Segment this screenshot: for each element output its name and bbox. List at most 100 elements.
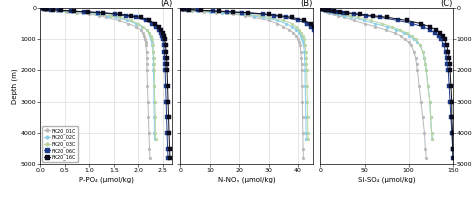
- FK20_03C: [97, 13, 103, 15]
- Line: FK20_02C: FK20_02C: [320, 7, 434, 140]
- FK20_16C: [327, 9, 332, 12]
- FK20_02C: [361, 19, 366, 22]
- FK20_16C: [163, 51, 169, 53]
- FK20_01C: [301, 157, 306, 159]
- FK20_16C: [216, 10, 221, 12]
- FK20_06C: [162, 57, 167, 59]
- FK20_06C: [322, 8, 328, 11]
- FK20_02C: [348, 16, 354, 19]
- FK20_16C: [447, 57, 452, 59]
- FK20_03C: [117, 16, 122, 19]
- FK20_02C: [422, 57, 428, 59]
- FK20_02C: [303, 132, 309, 134]
- FK20_03C: [128, 19, 134, 22]
- FK20_16C: [447, 69, 453, 72]
- FK20_01C: [74, 12, 80, 14]
- FK20_03C: [428, 132, 434, 134]
- FK20_16C: [164, 63, 170, 65]
- FK20_06C: [40, 7, 46, 9]
- FK20_06C: [123, 15, 129, 17]
- FK20_16C: [315, 32, 320, 34]
- FK20_01C: [409, 44, 414, 47]
- FK20_01C: [40, 7, 46, 10]
- FK20_02C: [323, 10, 328, 12]
- FK20_03C: [151, 63, 157, 65]
- FK20_03C: [280, 19, 286, 22]
- Legend: FK20_01C, FK20_02C, FK20_03C, FK20_06C, FK20_16C: FK20_01C, FK20_02C, FK20_03C, FK20_06C, …: [42, 126, 78, 162]
- FK20_06C: [316, 69, 322, 72]
- FK20_16C: [318, 51, 323, 53]
- FK20_02C: [428, 132, 434, 134]
- FK20_01C: [322, 10, 328, 12]
- FK20_06C: [441, 44, 447, 47]
- FK20_06C: [165, 147, 171, 150]
- FK20_03C: [182, 8, 188, 11]
- Line: FK20_06C: FK20_06C: [41, 6, 170, 160]
- Line: FK20_03C: FK20_03C: [320, 7, 434, 140]
- FK20_01C: [422, 147, 428, 150]
- FK20_02C: [147, 35, 153, 37]
- FK20_06C: [95, 12, 101, 14]
- FK20_01C: [362, 22, 367, 25]
- FK20_02C: [251, 15, 256, 17]
- FK20_16C: [165, 100, 171, 103]
- FK20_03C: [301, 35, 306, 37]
- FK20_16C: [317, 44, 323, 47]
- FK20_06C: [260, 13, 265, 15]
- FK20_16C: [50, 8, 55, 11]
- FK20_06C: [317, 100, 322, 103]
- FK20_03C: [301, 38, 307, 40]
- FK20_02C: [152, 116, 157, 118]
- FK20_03C: [325, 10, 330, 12]
- FK20_01C: [416, 85, 422, 87]
- FK20_03C: [245, 13, 251, 15]
- Line: FK20_16C: FK20_16C: [179, 6, 325, 160]
- FK20_03C: [179, 7, 184, 10]
- FK20_03C: [304, 100, 310, 103]
- FK20_06C: [311, 29, 317, 31]
- FK20_06C: [409, 22, 415, 25]
- FK20_06C: [319, 7, 324, 9]
- FK20_02C: [423, 69, 429, 72]
- FK20_01C: [422, 132, 428, 134]
- FK20_03C: [305, 132, 311, 134]
- FK20_03C: [397, 29, 402, 31]
- FK20_01C: [301, 147, 306, 150]
- FK20_06C: [162, 69, 168, 72]
- FK20_02C: [326, 11, 331, 13]
- FK20_02C: [207, 11, 213, 13]
- X-axis label: P-PO₄ (μmol/kg): P-PO₄ (μmol/kg): [79, 176, 134, 183]
- FK20_02C: [151, 100, 157, 103]
- FK20_02C: [146, 32, 152, 34]
- FK20_03C: [140, 25, 146, 28]
- FK20_16C: [186, 8, 192, 11]
- FK20_03C: [152, 85, 157, 87]
- FK20_03C: [303, 51, 309, 53]
- FK20_06C: [112, 13, 118, 15]
- FK20_02C: [151, 57, 156, 59]
- FK20_16C: [277, 15, 283, 17]
- FK20_16C: [446, 51, 451, 53]
- FK20_02C: [81, 12, 86, 14]
- FK20_06C: [133, 16, 138, 19]
- FK20_06C: [225, 11, 230, 13]
- FK20_06C: [445, 63, 450, 65]
- FK20_02C: [239, 13, 245, 15]
- Text: (C): (C): [440, 0, 453, 8]
- FK20_02C: [69, 11, 75, 13]
- Line: FK20_03C: FK20_03C: [179, 7, 310, 140]
- X-axis label: N-NOₓ (μmol/kg): N-NOₓ (μmol/kg): [218, 176, 275, 183]
- FK20_06C: [41, 7, 47, 10]
- FK20_02C: [181, 8, 187, 11]
- FK20_16C: [42, 7, 47, 10]
- FK20_02C: [301, 44, 307, 47]
- FK20_06C: [162, 63, 168, 65]
- FK20_06C: [308, 25, 314, 28]
- FK20_03C: [153, 138, 159, 140]
- FK20_16C: [318, 57, 324, 59]
- FK20_02C: [139, 25, 145, 28]
- FK20_03C: [144, 29, 150, 31]
- FK20_16C: [308, 22, 314, 25]
- FK20_06C: [40, 7, 46, 10]
- FK20_02C: [94, 13, 100, 15]
